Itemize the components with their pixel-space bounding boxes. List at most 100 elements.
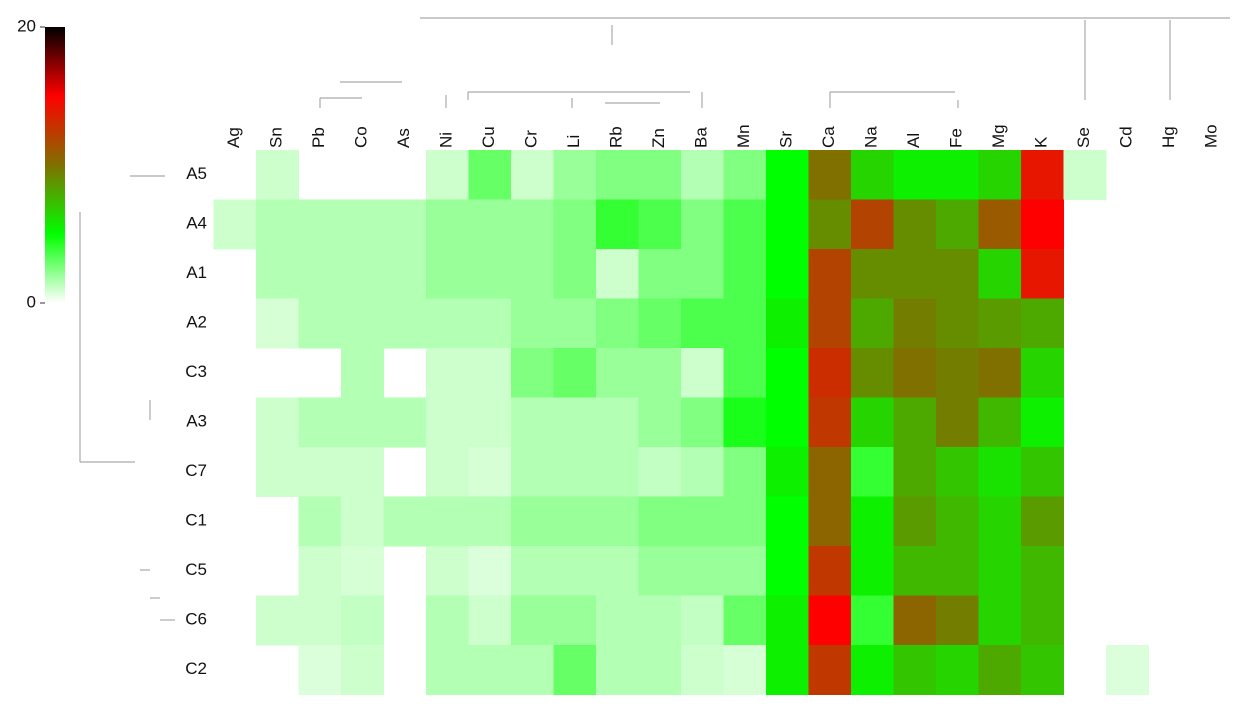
heatmap-cell	[468, 348, 512, 398]
column-label: Mg	[989, 124, 1008, 148]
colorbar	[45, 27, 65, 303]
heatmap-cell	[638, 595, 682, 646]
heatmap-cell	[638, 298, 682, 349]
heatmap-cell	[681, 447, 724, 497]
heatmap-cell	[808, 298, 852, 349]
column-label: Ca	[819, 126, 838, 148]
column-label: Sn	[267, 127, 286, 148]
heatmap-cell	[978, 249, 1022, 299]
heatmap-cell	[383, 249, 427, 299]
heatmap-cell	[723, 348, 767, 398]
heatmap-cell	[468, 595, 512, 646]
heatmap-cell	[978, 447, 1022, 497]
heatmap-cell	[681, 546, 724, 596]
heatmap-cell	[511, 546, 554, 596]
heatmap-cell	[298, 447, 342, 497]
heatmap-cell	[511, 397, 554, 448]
heatmap-cell	[341, 397, 384, 448]
column-label: Sr	[777, 131, 796, 148]
heatmap-cell	[298, 546, 342, 596]
column-label: Rb	[607, 126, 626, 148]
heatmap-cell	[681, 496, 724, 547]
heatmap-cell	[426, 546, 469, 596]
heatmap-cell	[1063, 150, 1107, 200]
heatmap-cell	[638, 150, 682, 200]
heatmap-cell	[256, 447, 299, 497]
heatmap-cell	[426, 298, 469, 349]
heatmap-cell	[978, 546, 1022, 596]
heatmap-cell	[681, 397, 724, 448]
heatmap-cell	[893, 447, 937, 497]
heatmap-cell	[638, 447, 682, 497]
heatmap-cell	[766, 496, 809, 547]
heatmap-cell	[723, 397, 767, 448]
heatmap-cell	[341, 595, 384, 646]
heatmap-cell	[1021, 595, 1064, 646]
heatmap-cell	[383, 496, 427, 547]
heatmap-cell	[851, 298, 894, 349]
heatmap-cell	[808, 150, 852, 200]
heatmap-cell	[383, 199, 427, 250]
heatmap-cell	[766, 595, 809, 646]
heatmap-cell	[426, 150, 469, 200]
row-label: A4	[186, 214, 207, 233]
heatmap-cell	[298, 496, 342, 547]
heatmap-cell	[426, 199, 469, 250]
heatmap-cell	[808, 595, 852, 646]
heatmap-cell	[893, 595, 937, 646]
heatmap-cell	[893, 645, 937, 695]
heatmap-cell	[256, 150, 299, 200]
heatmap-cell	[638, 546, 682, 596]
column-label: Mn	[734, 124, 753, 148]
heatmap-cell	[426, 595, 469, 646]
heatmap-cell	[936, 546, 979, 596]
heatmap-cell	[808, 348, 852, 398]
heatmap-cell	[936, 447, 979, 497]
heatmap-cell	[681, 150, 724, 200]
heatmap-cell	[468, 199, 512, 250]
heatmap-cell	[596, 645, 639, 695]
heatmap-cell	[893, 496, 937, 547]
column-label: Mo	[1202, 124, 1221, 148]
heatmap-cell	[978, 645, 1022, 695]
heatmap-cell	[298, 199, 342, 250]
heatmap-cell	[468, 496, 512, 547]
column-label: Ag	[224, 127, 243, 148]
heatmap-cell	[511, 447, 554, 497]
heatmap-cell	[256, 397, 299, 448]
heatmap-cell	[596, 150, 639, 200]
heatmap-cell	[553, 150, 597, 200]
column-label: Co	[352, 126, 371, 148]
heatmap-cell	[638, 249, 682, 299]
heatmap-cell	[596, 298, 639, 349]
column-label: Zn	[649, 128, 668, 148]
heatmap-cell	[213, 199, 257, 250]
column-label: Cu	[479, 126, 498, 148]
heatmap-cell	[936, 298, 979, 349]
heatmap-cell	[426, 348, 469, 398]
column-label: Ba	[692, 127, 711, 148]
heatmap-cell	[511, 199, 554, 250]
heatmap-cell	[723, 645, 767, 695]
heatmap-cell	[1021, 546, 1064, 596]
column-label: As	[394, 128, 413, 148]
heatmap-cell	[1021, 348, 1064, 398]
heatmap-cell	[256, 595, 299, 646]
heatmap-cell	[893, 546, 937, 596]
heatmap-cell	[341, 249, 384, 299]
heatmap-cell	[808, 397, 852, 448]
column-label: Pb	[309, 127, 328, 148]
heatmap-cell	[936, 645, 979, 695]
row-label: A1	[186, 263, 207, 282]
heatmap-cell	[936, 150, 979, 200]
heatmap-cell	[766, 298, 809, 349]
heatmap-cell	[808, 199, 852, 250]
row-label: A5	[186, 164, 207, 183]
heatmap-cell	[511, 298, 554, 349]
heatmap-cell	[851, 397, 894, 448]
heatmap-cell	[808, 496, 852, 547]
column-label: Na	[862, 126, 881, 148]
heatmap-cell	[553, 397, 597, 448]
heatmap-cell	[893, 397, 937, 448]
heatmap-cell	[766, 199, 809, 250]
